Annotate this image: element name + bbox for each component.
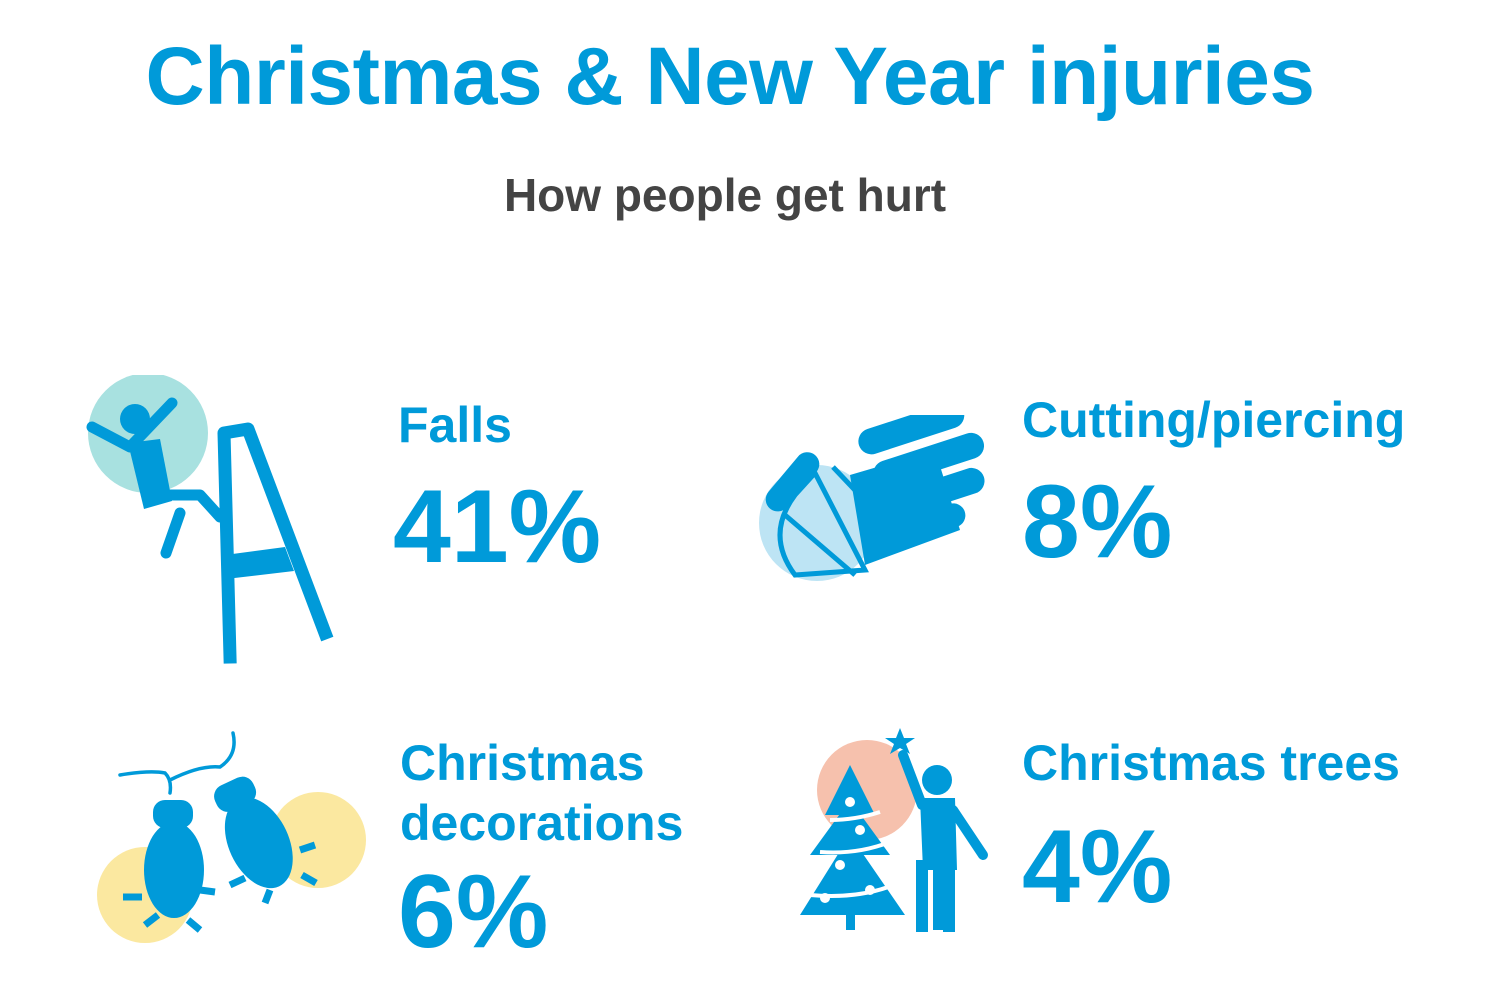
category-label-christmas-trees: Christmas trees — [1022, 735, 1400, 791]
person-decorating-tree-icon — [800, 728, 988, 932]
category-label-falls: Falls — [398, 397, 512, 453]
category-label-cutting-piercing: Cutting/piercing — [1022, 392, 1406, 448]
category-value-falls: 41% — [393, 469, 602, 585]
page-subtitle: How people get hurt — [503, 169, 947, 221]
category-value-decorations: 6% — [398, 854, 549, 970]
category-value-christmas-trees: 4% — [1022, 809, 1173, 925]
page-title: Christmas & New Year injuries — [145, 31, 1315, 122]
person-falling-ladder-icon — [86, 375, 334, 664]
category-label-decorations-line2: decorations — [400, 795, 684, 851]
christmas-lights-icon — [97, 731, 366, 943]
category-value-cutting-piercing: 8% — [1022, 464, 1173, 580]
bandaged-hand-icon — [759, 415, 985, 581]
category-label-decorations-line1: Christmas — [400, 735, 645, 791]
